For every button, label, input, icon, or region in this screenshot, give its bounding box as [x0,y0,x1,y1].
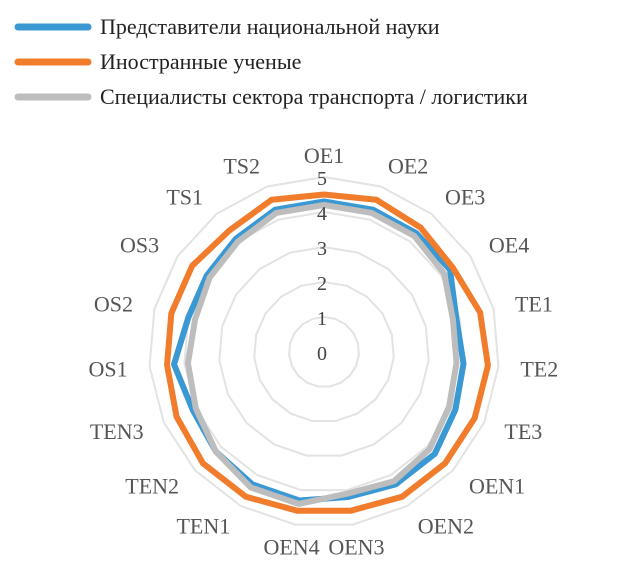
category-label: OEN1 [469,473,525,498]
category-label: OS3 [120,232,159,257]
legend-label: Представители национальной науки [100,14,440,39]
r-tick-label: 1 [317,308,327,330]
category-label: TE2 [520,356,558,381]
category-label: OE4 [489,232,529,257]
category-label: TE3 [504,419,542,444]
r-tick-label: 5 [317,168,327,190]
r-tick-label: 3 [317,238,327,260]
category-label: OE1 [304,143,344,168]
r-tick-label: 0 [317,343,327,365]
series-line [164,191,491,514]
grid-ring [253,280,395,423]
category-label: OEN4 [263,534,319,559]
category-label: TEN3 [90,419,144,444]
category-label: OEN3 [328,534,384,559]
category-label: TEN2 [125,473,179,498]
legend-label: Иностранные ученые [100,49,301,74]
category-label: OS2 [94,292,133,317]
r-tick-label: 2 [317,273,327,295]
legend-label: Специалисты сектора транспорта / логисти… [100,84,528,109]
r-tick-label: 4 [317,203,327,225]
category-label: TEN1 [176,513,230,538]
series-line [184,202,460,507]
grid-ring [218,245,430,457]
grid-ring [288,315,360,388]
category-label: OS1 [89,356,128,381]
category-label: TS2 [223,154,260,179]
category-label: OEN2 [418,513,474,538]
category-label: TS1 [166,185,203,210]
category-label: OE2 [388,154,428,179]
grid-ring [148,175,500,526]
category-label: TE1 [515,292,553,317]
category-label: OE3 [445,185,485,210]
